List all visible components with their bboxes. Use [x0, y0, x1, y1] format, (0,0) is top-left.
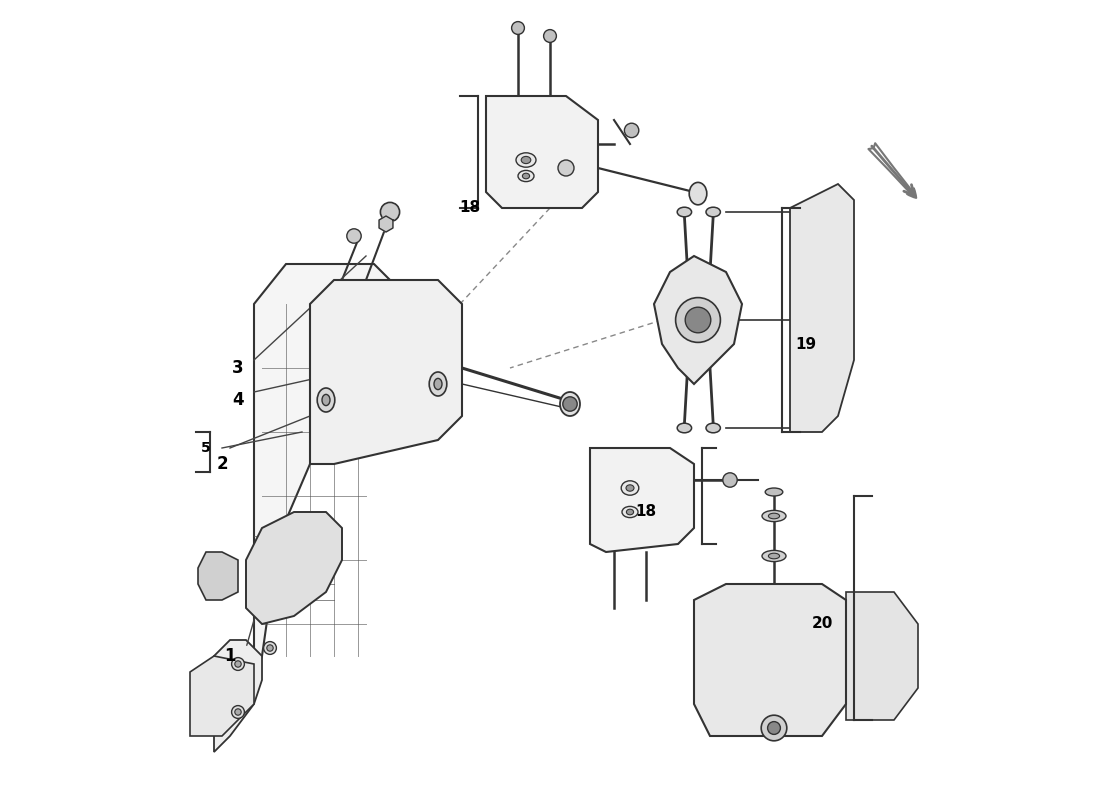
- Ellipse shape: [322, 394, 330, 406]
- Circle shape: [723, 473, 737, 487]
- Ellipse shape: [522, 174, 529, 178]
- Text: 20: 20: [812, 617, 833, 631]
- Text: 3: 3: [232, 359, 244, 377]
- Ellipse shape: [678, 207, 692, 217]
- Polygon shape: [198, 552, 238, 600]
- Polygon shape: [214, 640, 262, 752]
- Ellipse shape: [706, 207, 721, 217]
- Circle shape: [685, 307, 711, 333]
- Ellipse shape: [516, 153, 536, 167]
- Circle shape: [768, 722, 780, 734]
- Circle shape: [512, 22, 525, 34]
- Ellipse shape: [434, 378, 442, 390]
- Circle shape: [232, 658, 244, 670]
- Ellipse shape: [769, 554, 780, 558]
- Circle shape: [267, 645, 273, 651]
- Ellipse shape: [762, 550, 786, 562]
- Polygon shape: [694, 584, 846, 736]
- Circle shape: [675, 298, 720, 342]
- Polygon shape: [310, 280, 462, 464]
- Text: 5: 5: [201, 441, 211, 455]
- Circle shape: [234, 709, 241, 715]
- Polygon shape: [790, 184, 854, 432]
- Ellipse shape: [766, 488, 783, 496]
- Circle shape: [232, 706, 244, 718]
- Polygon shape: [654, 256, 743, 384]
- Polygon shape: [846, 592, 918, 720]
- Circle shape: [264, 642, 276, 654]
- Circle shape: [558, 160, 574, 176]
- Ellipse shape: [626, 485, 634, 491]
- Circle shape: [625, 123, 639, 138]
- Circle shape: [381, 202, 399, 222]
- Text: 18: 18: [460, 201, 481, 215]
- Text: 1: 1: [224, 647, 235, 665]
- Circle shape: [761, 715, 786, 741]
- Polygon shape: [379, 216, 393, 232]
- Text: 2: 2: [217, 455, 228, 473]
- Circle shape: [234, 661, 241, 667]
- Text: 18: 18: [636, 505, 657, 519]
- Text: 4: 4: [232, 391, 244, 409]
- Circle shape: [543, 30, 557, 42]
- Circle shape: [346, 229, 361, 243]
- Ellipse shape: [621, 506, 638, 518]
- Ellipse shape: [690, 182, 707, 205]
- Ellipse shape: [678, 423, 692, 433]
- Ellipse shape: [706, 423, 721, 433]
- Polygon shape: [590, 448, 694, 552]
- Circle shape: [563, 397, 578, 411]
- Ellipse shape: [521, 157, 531, 164]
- Ellipse shape: [429, 372, 447, 396]
- Ellipse shape: [518, 170, 534, 182]
- Polygon shape: [190, 656, 254, 736]
- Ellipse shape: [762, 510, 786, 522]
- Text: 19: 19: [795, 337, 816, 351]
- Polygon shape: [254, 264, 406, 680]
- Ellipse shape: [769, 514, 780, 519]
- Ellipse shape: [626, 509, 634, 515]
- Ellipse shape: [560, 392, 580, 416]
- Polygon shape: [486, 96, 598, 208]
- Ellipse shape: [317, 388, 334, 412]
- Polygon shape: [246, 512, 342, 624]
- Ellipse shape: [621, 481, 639, 495]
